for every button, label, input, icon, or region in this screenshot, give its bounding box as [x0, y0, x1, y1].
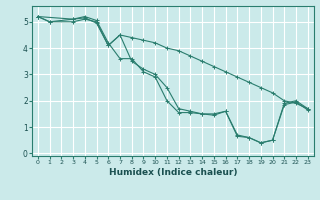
X-axis label: Humidex (Indice chaleur): Humidex (Indice chaleur)	[108, 168, 237, 177]
